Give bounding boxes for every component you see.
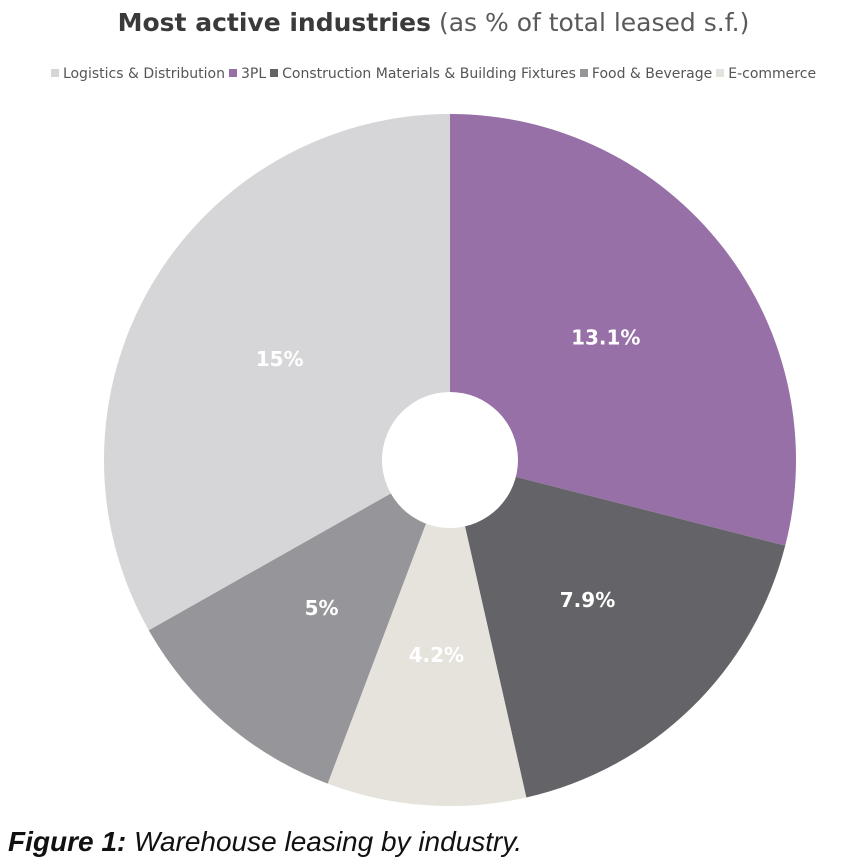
donut-chart: 13.1% 7.9% 4.2% 5% 15%: [103, 114, 796, 807]
legend-label: 3PL: [241, 66, 267, 82]
legend-item: Construction Materials & Building Fixtur…: [270, 66, 576, 82]
chart-title-main: Most active industries: [117, 8, 431, 37]
pie-slice: [148, 460, 450, 784]
slice-data-label: 7.9%: [560, 588, 615, 612]
slice-data-label: 15%: [256, 347, 304, 371]
legend-swatch: [579, 69, 588, 77]
slice-data-label: 4.2%: [409, 643, 464, 667]
legend-label: Food & Beverage: [591, 66, 713, 82]
legend-swatch: [716, 69, 725, 77]
legend-swatch: [270, 69, 279, 77]
chart-title-subtitle: (as % of total leased s.f.): [438, 8, 750, 37]
figure-caption-text: Warehouse leasing by industry.: [134, 826, 523, 857]
donut-hole: [382, 392, 518, 528]
slice-data-label: 5%: [305, 596, 339, 620]
pie-slice: [327, 460, 527, 807]
pie-slice: [450, 460, 786, 798]
pie-slice: [450, 114, 796, 546]
legend-swatch: [50, 69, 59, 77]
legend-item: Logistics & Distribution: [50, 66, 225, 82]
figure-caption-label: Figure 1:: [8, 826, 127, 857]
pie-slice: [103, 114, 450, 631]
legend-item: 3PL: [229, 66, 266, 82]
figure-caption: Figure 1: Warehouse leasing by industry.: [8, 826, 522, 858]
slice-data-label: 13.1%: [571, 326, 640, 350]
legend-label: E-commerce: [728, 66, 817, 82]
legend-swatch: [229, 69, 237, 77]
legend-item: E-commerce: [716, 66, 816, 82]
legend-label: Construction Materials & Building Fixtur…: [282, 66, 576, 82]
legend-label: Logistics & Distribution: [62, 66, 225, 82]
chart-title: Most active industries (as % of total le…: [0, 8, 867, 37]
chart-legend: Logistics & Distribution 3PL Construction …: [0, 66, 867, 82]
legend-item: Food & Beverage: [579, 66, 713, 82]
